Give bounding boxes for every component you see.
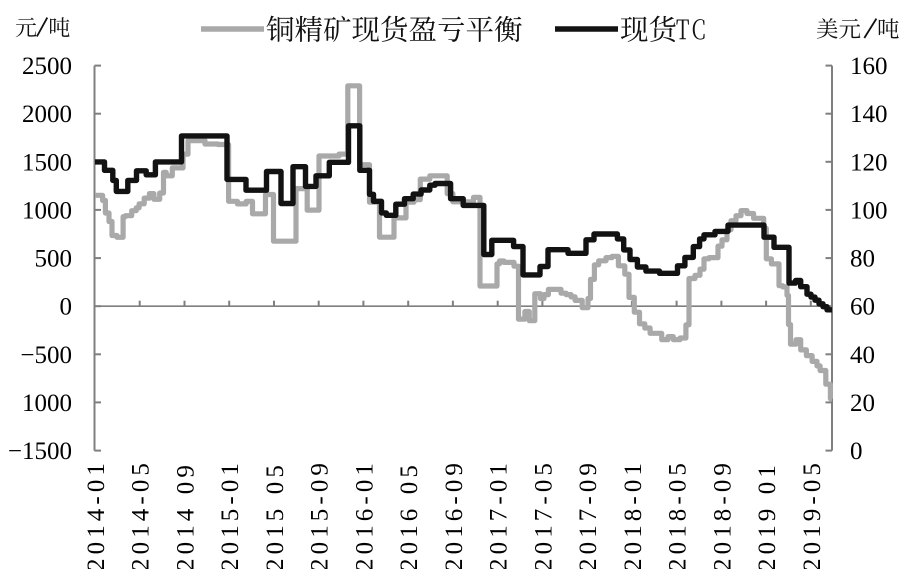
svg-text:2014 09: 2014 09 bbox=[173, 461, 200, 569]
svg-text:2015-01: 2015-01 bbox=[217, 459, 244, 569]
svg-text:−1500: −1500 bbox=[8, 438, 72, 465]
svg-text:120: 120 bbox=[850, 149, 888, 176]
svg-text:2015-09: 2015-09 bbox=[307, 459, 334, 569]
svg-text:140: 140 bbox=[850, 101, 888, 128]
svg-text:2016 05: 2016 05 bbox=[396, 461, 423, 569]
svg-text:2500: 2500 bbox=[22, 53, 72, 80]
svg-text:−500: −500 bbox=[20, 342, 72, 369]
svg-text:2019-05: 2019-05 bbox=[799, 459, 826, 569]
svg-text:1000: 1000 bbox=[22, 390, 72, 417]
svg-text:2018-09: 2018-09 bbox=[709, 459, 736, 569]
svg-text:60: 60 bbox=[850, 294, 875, 321]
svg-text:2016-09: 2016-09 bbox=[441, 459, 468, 569]
svg-text:2017-05: 2017-05 bbox=[530, 459, 557, 569]
svg-text:20: 20 bbox=[850, 390, 875, 417]
svg-text:2018-01: 2018-01 bbox=[620, 459, 647, 569]
svg-text:0: 0 bbox=[850, 438, 863, 465]
svg-text:1000: 1000 bbox=[22, 197, 72, 224]
svg-text:40: 40 bbox=[850, 342, 875, 369]
svg-text:160: 160 bbox=[850, 53, 888, 80]
svg-text:0: 0 bbox=[60, 294, 73, 321]
svg-text:2000: 2000 bbox=[22, 101, 72, 128]
svg-text:1500: 1500 bbox=[22, 149, 72, 176]
svg-text:80: 80 bbox=[850, 246, 875, 273]
svg-text:2016-01: 2016-01 bbox=[351, 459, 378, 569]
svg-text:2014-05: 2014-05 bbox=[128, 459, 155, 569]
svg-text:2014-01: 2014-01 bbox=[83, 459, 110, 569]
svg-text:2019 01: 2019 01 bbox=[754, 461, 781, 569]
svg-text:2017-09: 2017-09 bbox=[575, 459, 602, 569]
svg-text:500: 500 bbox=[35, 246, 73, 273]
svg-text:2017-01: 2017-01 bbox=[486, 459, 513, 569]
svg-text:2018-05: 2018-05 bbox=[665, 459, 692, 569]
svg-text:2015 05: 2015 05 bbox=[262, 461, 289, 569]
svg-text:100: 100 bbox=[850, 197, 888, 224]
